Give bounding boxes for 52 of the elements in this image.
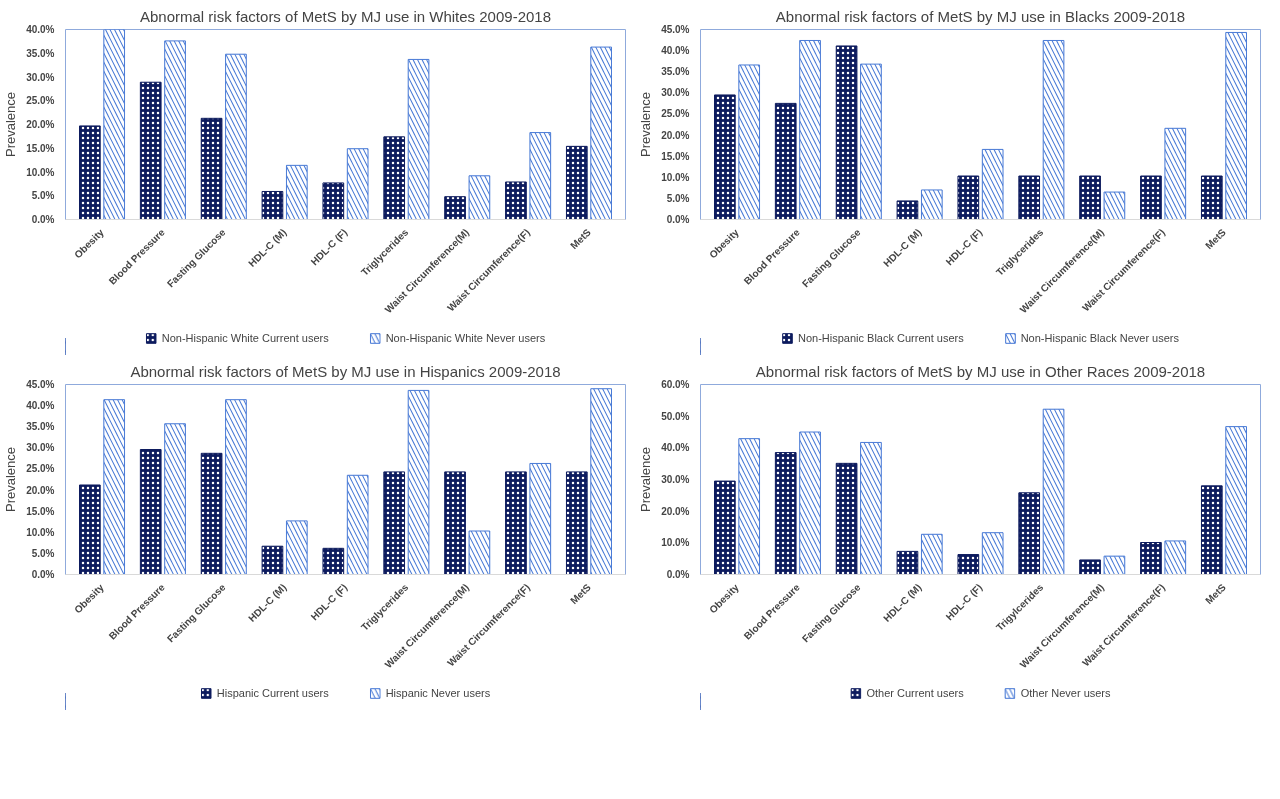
y-tick-label: 30.0% (661, 87, 690, 99)
y-tick-label: 0.0% (31, 214, 55, 225)
y-tick-label: 0.0% (31, 569, 55, 580)
y-tick-label: 20.0% (661, 505, 690, 517)
legend-label: Hispanic Never users (385, 687, 491, 699)
y-tick-label: 30.0% (26, 71, 55, 83)
legend-label: Hispanic Current users (216, 687, 329, 699)
y-tick-label: 5.0% (666, 192, 690, 204)
y-tick-label: 10.0% (661, 537, 690, 549)
y-tick-label: 5.0% (31, 547, 55, 559)
y-axis-title: Prevalence (638, 91, 654, 158)
legend-label: Non-Hispanic White Never users (385, 332, 546, 344)
y-tick-label: 25.0% (26, 463, 55, 475)
y-tick-label: 10.0% (26, 526, 55, 538)
y-tick-label: 20.0% (26, 119, 55, 130)
y-tick-label: 10.0% (661, 171, 690, 183)
y-tick-label: 5.0% (31, 190, 55, 202)
y-tick-label: 10.0% (26, 166, 55, 178)
y-tick-label: 15.0% (26, 142, 55, 154)
y-tick-label: 0.0% (666, 214, 690, 225)
y-tick-label: 30.0% (26, 442, 55, 454)
y-tick-label: 25.0% (26, 95, 55, 107)
y-tick-label: 35.0% (661, 66, 690, 78)
legend-label: Non-Hispanic Black Current users (797, 332, 964, 344)
y-tick-label: 40.0% (661, 45, 690, 57)
y-tick-label: 45.0% (26, 379, 55, 390)
y-tick-label: 40.0% (661, 442, 690, 454)
y-axis-title: Prevalence (3, 91, 19, 158)
y-tick-label: 45.0% (661, 24, 690, 35)
y-tick-label: 25.0% (661, 108, 690, 120)
y-tick-label: 35.0% (26, 47, 55, 59)
legend-label: Other Current users (866, 687, 964, 699)
y-axis-title: Prevalence (638, 446, 654, 513)
y-tick-label: 60.0% (661, 379, 690, 390)
y-tick-label: 40.0% (26, 400, 55, 412)
legend-label: Non-Hispanic Black Never users (1020, 332, 1180, 344)
y-tick-label: 50.0% (661, 410, 690, 422)
legend-label: Non-Hispanic White Current users (161, 332, 329, 344)
y-tick-label: 20.0% (661, 129, 690, 141)
chart-title: Abnormal risk factors of MetS by MJ use in Hispanics 2009-2018 (130, 362, 561, 380)
y-tick-label: 30.0% (661, 474, 690, 485)
y-tick-label: 0.0% (666, 569, 690, 580)
y-tick-label: 40.0% (26, 24, 55, 35)
y-tick-label: 15.0% (661, 150, 690, 162)
legend-label: Other Never users (1020, 687, 1111, 699)
chart-title: Abnormal risk factors of MetS by MJ use in Whites 2009-2018 (140, 7, 552, 25)
y-tick-label: 35.0% (26, 421, 55, 433)
chart-title: Abnormal risk factors of MetS by MJ use in Other Races 2009-2018 (755, 362, 1206, 380)
y-tick-label: 20.0% (26, 484, 55, 496)
y-axis-title: Prevalence (3, 446, 19, 513)
y-tick-label: 15.0% (26, 505, 55, 517)
chart-title: Abnormal risk factors of MetS by MJ use in Blacks 2009-2018 (775, 7, 1186, 25)
